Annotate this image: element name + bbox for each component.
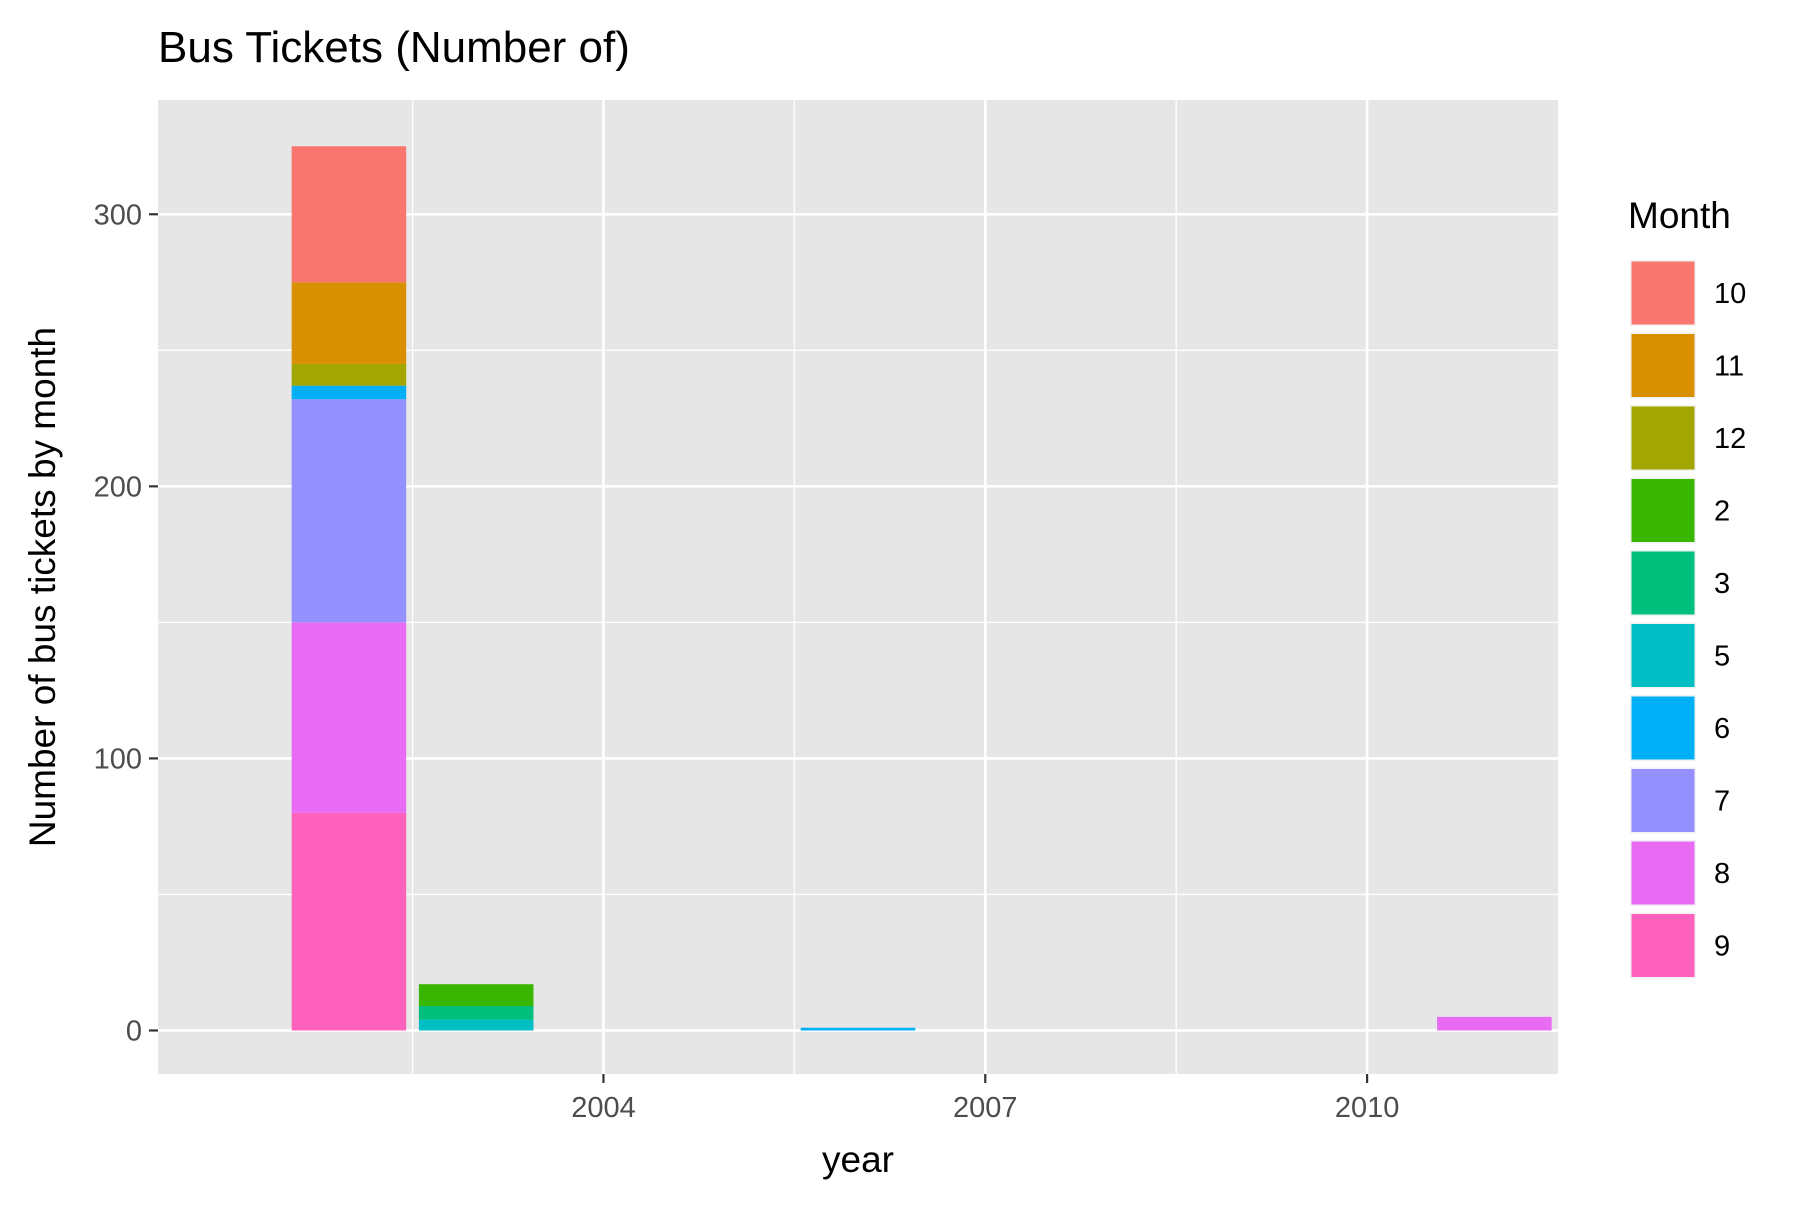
- legend-swatch: [1631, 914, 1695, 977]
- bar-segment-2002-month-8: [291, 622, 407, 813]
- bar-segment-2002-month-9: [291, 812, 407, 1031]
- legend-swatch: [1631, 479, 1695, 542]
- legend-swatch: [1631, 769, 1695, 832]
- bar-stack-2006: [800, 1027, 916, 1031]
- y-tick-label: 100: [94, 743, 142, 775]
- legend-item-10: 10: [1630, 260, 1746, 326]
- bar-segment-2006-month-6: [800, 1027, 916, 1031]
- legend-swatch: [1631, 696, 1695, 760]
- legend-item-9: 9: [1630, 912, 1730, 979]
- legend-swatch: [1631, 624, 1695, 687]
- bar-stack-2003: [418, 984, 534, 1031]
- legend-label: 2: [1714, 496, 1730, 528]
- legend-label: 6: [1714, 713, 1730, 745]
- legend-swatch: [1631, 261, 1695, 325]
- legend: Month 10 11 12 2 3 5 6 7 8 9: [1628, 195, 1746, 979]
- bar-segment-2011-month-8: [1437, 1016, 1552, 1031]
- bar-stacks: [291, 146, 1552, 1031]
- legend-item-7: 7: [1630, 767, 1730, 834]
- legend-label: 12: [1714, 423, 1746, 455]
- y-tick-label: 300: [94, 199, 142, 231]
- bar-segment-2002-month-7: [291, 399, 407, 623]
- bar-stack-2002: [291, 146, 407, 1031]
- x-tick-label: 2010: [1335, 1092, 1400, 1124]
- y-tick-label: 0: [126, 1015, 142, 1047]
- legend-swatch: [1631, 551, 1695, 615]
- x-tick-label: 2007: [953, 1092, 1018, 1124]
- x-axis-title: year: [822, 1139, 894, 1180]
- bar-segment-2003-month-3: [418, 1005, 534, 1020]
- legend-swatch: [1631, 334, 1695, 397]
- legend-label: 10: [1714, 278, 1746, 310]
- legend-title: Month: [1628, 195, 1731, 236]
- legend-label: 8: [1714, 858, 1730, 890]
- legend-item-6: 6: [1630, 695, 1730, 761]
- legend-item-3: 3: [1630, 550, 1730, 616]
- legend-item-5: 5: [1630, 622, 1730, 689]
- chart-title: Bus Tickets (Number of): [158, 23, 630, 72]
- legend-item-8: 8: [1630, 840, 1730, 906]
- bar-stack-2011: [1437, 1016, 1552, 1031]
- bar-segment-2002-month-10: [291, 146, 407, 283]
- bar-segment-2003-month-2: [418, 984, 534, 1006]
- legend-swatch: [1631, 406, 1695, 470]
- y-tick-label: 200: [94, 471, 142, 503]
- x-tick-label: 2004: [571, 1092, 636, 1124]
- legend-label: 3: [1714, 568, 1730, 600]
- legend-label: 11: [1714, 351, 1744, 383]
- bar-segment-2002-month-11: [291, 282, 407, 364]
- bar-segment-2003-month-5: [418, 1019, 534, 1031]
- legend-item-11: 11: [1630, 332, 1744, 399]
- legend-item-2: 2: [1630, 477, 1730, 544]
- legend-item-12: 12: [1630, 405, 1746, 471]
- y-axis-title: Number of bus tickets by month: [22, 327, 63, 847]
- legend-label: 5: [1714, 641, 1730, 673]
- bar-segment-2002-month-12: [291, 363, 407, 386]
- legend-label: 9: [1714, 931, 1730, 963]
- legend-swatch: [1631, 841, 1695, 905]
- bar-segment-2002-month-6: [291, 385, 407, 400]
- axes: 0 100 200 300 2004 2007 2010: [94, 199, 1400, 1124]
- legend-label: 7: [1714, 786, 1730, 818]
